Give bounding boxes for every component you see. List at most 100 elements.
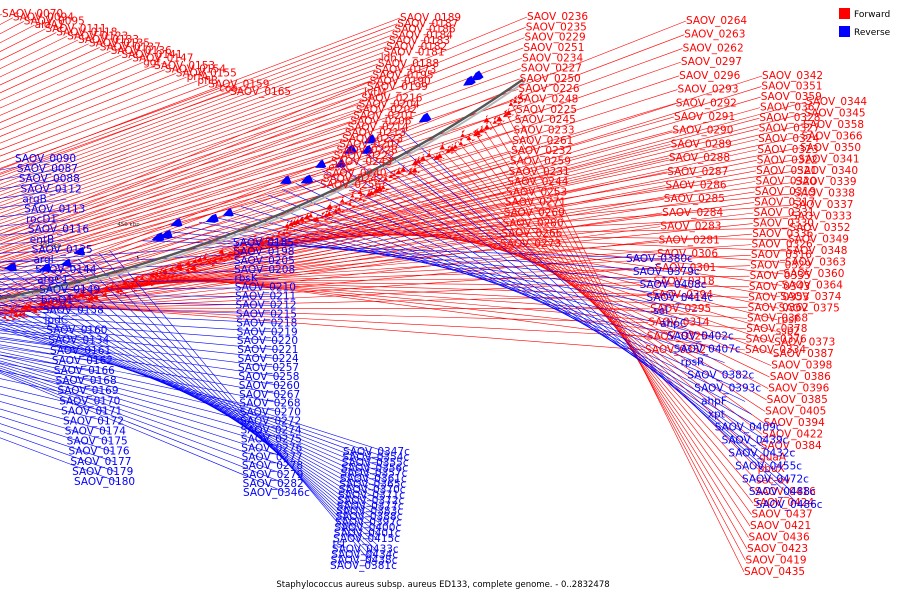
forward-feature <box>415 156 425 165</box>
forward-feature <box>128 282 138 292</box>
reverse-gene-leader <box>0 437 119 483</box>
reverse-feature <box>170 218 183 227</box>
reverse-gene-label: argB <box>22 193 46 205</box>
reverse-gene-leader <box>0 385 106 412</box>
reverse-gene-label: SAOV_0408c <box>640 279 707 291</box>
forward-gene-label: SAOV_0384 <box>761 440 822 452</box>
reverse-gene-label: SAOV_0212 <box>236 300 297 312</box>
reverse-gene-label: SAOV_0354c <box>342 451 409 463</box>
forward-gene-leader <box>0 69 376 203</box>
forward-feature <box>191 256 202 265</box>
forward-gene-label: SAOV_0362 <box>748 302 809 314</box>
forward-feature <box>109 281 119 291</box>
forward-feature <box>39 298 49 308</box>
reverse-gene-leader <box>0 294 280 297</box>
forward-feature <box>473 128 484 136</box>
forward-feature <box>61 300 71 309</box>
forward-gene-label: SAOV_0350 <box>800 142 861 154</box>
reverse-gene-label: SAOV_0177 <box>70 456 131 468</box>
forward-feature <box>103 283 113 293</box>
forward-gene-leader <box>0 27 526 240</box>
reverse-gene-label: SAOV_0125 <box>32 244 93 256</box>
forward-feature <box>347 198 357 208</box>
forward-gene-label: SAOV_0421 <box>750 520 811 532</box>
reverse-gene-leader <box>46 266 378 534</box>
forward-gene-label: SAOV_0233 <box>514 125 575 137</box>
reverse-gene-label: SAOV_0210 <box>235 282 296 294</box>
forward-gene-leader <box>465 136 754 504</box>
forward-feature <box>505 107 515 116</box>
reverse-gene-leader <box>198 221 698 312</box>
reverse-gene-leader <box>0 301 383 491</box>
forward-gene-label: SAOV_0360 <box>783 268 844 280</box>
reverse-gene-label: SAOV_0257 <box>238 362 299 374</box>
reverse-gene-leader <box>14 272 380 518</box>
reverse-gene-leader <box>0 360 285 440</box>
reverse-gene-leader <box>0 295 383 496</box>
reverse-gene-label: SAOV_0087 <box>17 163 78 175</box>
forward-gene-label: SAOV_0320 <box>755 175 816 187</box>
forward-gene-label: SAOV_0137 <box>100 41 161 53</box>
reverse-gene-leader <box>0 430 117 473</box>
reverse-gene-leader <box>349 157 773 454</box>
reverse-gene-leader <box>0 328 282 360</box>
forward-gene-label: SAOV_0387 <box>773 348 834 360</box>
forward-gene-leader <box>114 223 753 289</box>
forward-gene-leader <box>0 138 343 245</box>
reverse-feature <box>471 70 484 81</box>
forward-gene-leader <box>131 265 751 285</box>
forward-gene-leader <box>106 202 755 291</box>
forward-feature <box>79 289 89 299</box>
forward-gene-leader <box>9 253 657 314</box>
forward-gene-label: SAOV_0155 <box>176 67 237 79</box>
forward-gene-leader <box>384 182 769 389</box>
reverse-gene-label: SAOV_0397c <box>335 517 402 529</box>
forward-gene-label: SAOV_0226 <box>518 83 579 95</box>
legend-reverse-label: Reverse <box>854 28 891 38</box>
forward-gene-leader <box>504 110 746 561</box>
forward-feature <box>495 113 506 122</box>
forward-gene-leader <box>0 150 512 291</box>
reverse-gene-label: SAOV_0090 <box>15 153 76 165</box>
forward-gene-leader <box>98 181 756 294</box>
forward-gene-label: pbuX <box>758 463 785 475</box>
forward-gene-leader <box>0 29 395 178</box>
forward-gene-label: SAOV_0376 <box>746 333 807 345</box>
forward-gene-leader <box>496 116 748 550</box>
reverse-gene-label: SAOV_0180 <box>74 476 135 488</box>
forward-gene-leader <box>0 184 321 270</box>
forward-feature <box>368 188 378 197</box>
forward-gene-leader <box>449 145 757 481</box>
forward-feature <box>8 311 17 321</box>
forward-gene-leader <box>0 109 517 276</box>
forward-features <box>0 91 528 322</box>
reverse-feature <box>334 158 347 168</box>
forward-gene-label: pflB <box>197 75 217 87</box>
reverse-gene-leader <box>0 369 287 476</box>
forward-gene-leader <box>0 52 384 192</box>
reverse-gene-label: ahpF <box>701 396 727 408</box>
reverse-gene-label: rocD1 <box>26 214 57 226</box>
forward-feature <box>339 195 349 205</box>
reverse-gene-leader <box>0 332 283 369</box>
forward-feature <box>425 149 436 159</box>
forward-feature <box>483 114 493 124</box>
reverse-gene-leader <box>0 415 113 453</box>
forward-feature <box>294 216 304 225</box>
forward-gene-leader <box>156 275 747 330</box>
forward-feature <box>439 142 449 151</box>
forward-feature <box>502 109 512 119</box>
reverse-gene-label: SAOV_0166 <box>54 365 115 377</box>
forward-gene-leader <box>473 131 752 515</box>
reverse-gene-leader <box>322 170 759 428</box>
forward-feature <box>400 164 410 173</box>
forward-feature <box>12 310 22 320</box>
forward-gene-label: coa <box>219 82 238 94</box>
forward-feature <box>358 192 368 203</box>
forward-gene-label: SAOV_0328 <box>759 112 820 124</box>
forward-feature <box>350 190 360 200</box>
reverse-gene-leader <box>0 310 281 324</box>
reverse-gene-leader <box>254 200 725 363</box>
forward-gene-label: SAOV_0295 <box>650 303 711 315</box>
